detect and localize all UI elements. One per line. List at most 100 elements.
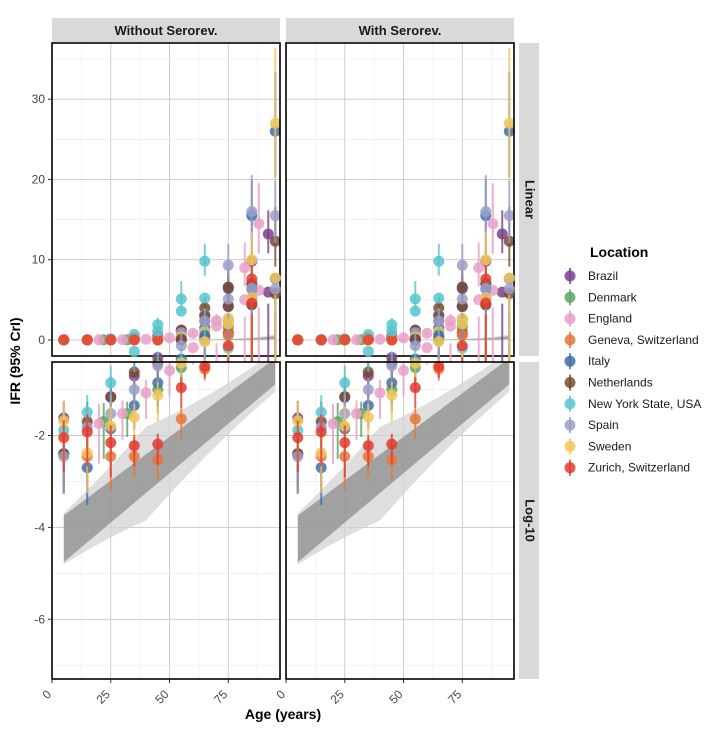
data-point [480,206,492,218]
legend-key-point [564,334,576,346]
data-point [480,273,492,285]
data-point [362,384,374,396]
data-point [81,426,93,438]
data-point [269,210,281,222]
x-tick-label: 25 [328,687,348,707]
data-point [362,440,374,452]
data-point [105,437,117,449]
data-point [93,334,105,346]
data-point [246,206,258,218]
data-point [187,342,199,354]
legend-item: Zurich, Switzerland [564,459,690,476]
legend-key-point [564,377,576,388]
data-point [339,334,351,346]
data-point [262,228,274,240]
y-axis-title: IFR (95% CrI) [7,317,23,404]
data-point [362,345,374,357]
data-point [105,334,117,346]
data-point [246,282,258,294]
data-point [222,293,234,305]
data-point [117,408,129,420]
inner-credible-band [297,362,510,563]
data-point [164,332,176,344]
legend-label: Spain [588,418,619,432]
data-point [409,340,421,352]
data-point [175,305,187,317]
row-strip [519,362,539,679]
data-point [386,360,398,372]
data-point [175,340,187,352]
data-point [503,117,515,129]
data-point [253,218,265,230]
data-point [351,408,363,420]
data-point [433,315,445,327]
legend-title: Location [590,244,648,260]
column-strip [286,18,514,42]
legend-item: Italy [564,353,610,370]
data-point [199,292,211,304]
legend-label: Geneva, Switzerland [588,333,699,347]
data-point [128,384,140,396]
legend-key-point [564,355,576,367]
data-point [433,255,445,267]
legend-item: Brazil [564,268,618,284]
data-point [480,282,492,294]
data-point [433,360,445,372]
column-strip [52,18,280,42]
y-tick-label: 0 [38,333,45,347]
y-tick-label: -2 [34,429,45,443]
x-tick-label: 0 [39,687,54,702]
data-point [152,360,164,372]
data-point [269,117,281,129]
data-point [199,360,211,372]
data-point [362,334,374,346]
data-point [327,334,339,346]
legend-label: New York State, USA [588,397,701,411]
panel-background [52,43,280,356]
y-tick-label: -4 [34,520,45,534]
data-point [386,325,398,337]
panel-border [285,42,515,357]
data-point [398,365,410,377]
data-point [140,387,152,399]
data-point [239,262,251,274]
data-point [433,292,445,304]
data-point [292,432,304,444]
data-point [456,259,468,271]
data-point [386,389,398,401]
data-point [128,411,140,423]
data-point [164,365,176,377]
legend-key-point [564,462,576,474]
panel-border [285,361,515,680]
data-point [246,254,258,266]
data-point [409,293,421,305]
y-tick-label: 20 [32,172,46,186]
data-point [315,426,327,438]
legend-key-point [564,398,576,410]
column-strip-label: With Serorev. [359,23,442,38]
data-point [339,437,351,449]
x-tick-label: 25 [94,687,114,707]
legend-item: England [564,310,632,327]
data-point [128,366,140,378]
data-point [456,318,468,330]
row-strip [519,43,539,356]
data-point [374,387,386,399]
legend-item: Sweden [564,438,631,455]
panel [285,42,515,357]
legend-label: Zurich, Switzerland [588,461,690,475]
data-point [487,218,499,230]
data-point [246,273,258,285]
legend-key-point [564,291,576,303]
legend-key-point [564,270,576,282]
panel [51,272,281,680]
x-tick-label: 75 [445,687,465,707]
row-strip-label: Linear [523,180,538,219]
data-point [480,254,492,266]
data-point [175,357,187,369]
legend-key-point [564,313,576,325]
data-point [140,333,152,345]
data-point [456,293,468,305]
x-tick-label: 75 [211,687,231,707]
